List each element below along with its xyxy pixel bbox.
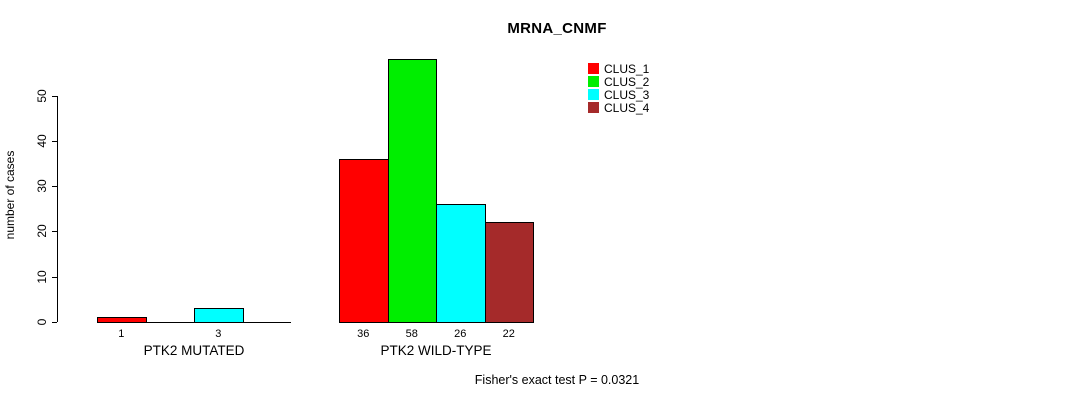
- y-tick-label: 10: [35, 270, 49, 284]
- legend-entry: CLUS_4: [588, 100, 650, 115]
- legend: CLUS_1 CLUS_2 CLUS_3 CLUS_4: [588, 61, 650, 115]
- bar-clus_1: [97, 317, 147, 323]
- bar-clus_4: [484, 222, 534, 323]
- y-tick-mark: [52, 95, 57, 97]
- bar-clus_3: [436, 204, 486, 323]
- y-tick-mark: [52, 186, 57, 188]
- bar-value-label: 3: [215, 328, 222, 340]
- legend-swatch: [588, 102, 599, 113]
- chart-title: MRNA_CNMF: [507, 20, 607, 37]
- bar-clus_2: [387, 59, 437, 323]
- y-tick-mark: [52, 140, 57, 142]
- y-tick-mark: [52, 276, 57, 278]
- y-tick-label: 40: [35, 134, 49, 148]
- pvalue-annotation: Fisher's exact test P = 0.0321: [474, 373, 640, 387]
- group-label: PTK2 MUTATED: [143, 343, 245, 358]
- legend-swatch: [588, 76, 599, 87]
- y-tick-label: 50: [35, 88, 49, 103]
- bar-value-label: 1: [118, 328, 125, 340]
- bar-value-label: 58: [405, 328, 418, 340]
- bar-clus_1: [339, 159, 389, 323]
- legend-entry: CLUS_2: [588, 74, 650, 89]
- group-label: PTK2 WILD-TYPE: [380, 343, 492, 358]
- bar-value-label: 22: [502, 328, 515, 340]
- legend-swatch: [588, 89, 599, 100]
- y-tick-label: 30: [35, 179, 49, 193]
- legend-swatch: [588, 63, 599, 74]
- y-tick-label: 0: [35, 318, 49, 326]
- legend-entry: CLUS_1: [588, 61, 650, 76]
- y-axis-line: [57, 95, 58, 322]
- y-axis-title: number of cases: [3, 150, 17, 240]
- bar-value-label: 26: [454, 328, 467, 340]
- legend-entry: CLUS_3: [588, 87, 650, 102]
- legend-label: CLUS_1: [604, 61, 650, 76]
- y-tick-mark: [52, 322, 57, 323]
- bar-clus_3: [194, 308, 244, 323]
- legend-label: CLUS_4: [604, 100, 650, 115]
- bar-value-label: 36: [357, 328, 370, 340]
- y-tick-label: 20: [35, 224, 49, 239]
- y-tick-mark: [52, 231, 57, 233]
- legend-label: CLUS_2: [604, 74, 650, 89]
- legend-label: CLUS_3: [604, 87, 650, 102]
